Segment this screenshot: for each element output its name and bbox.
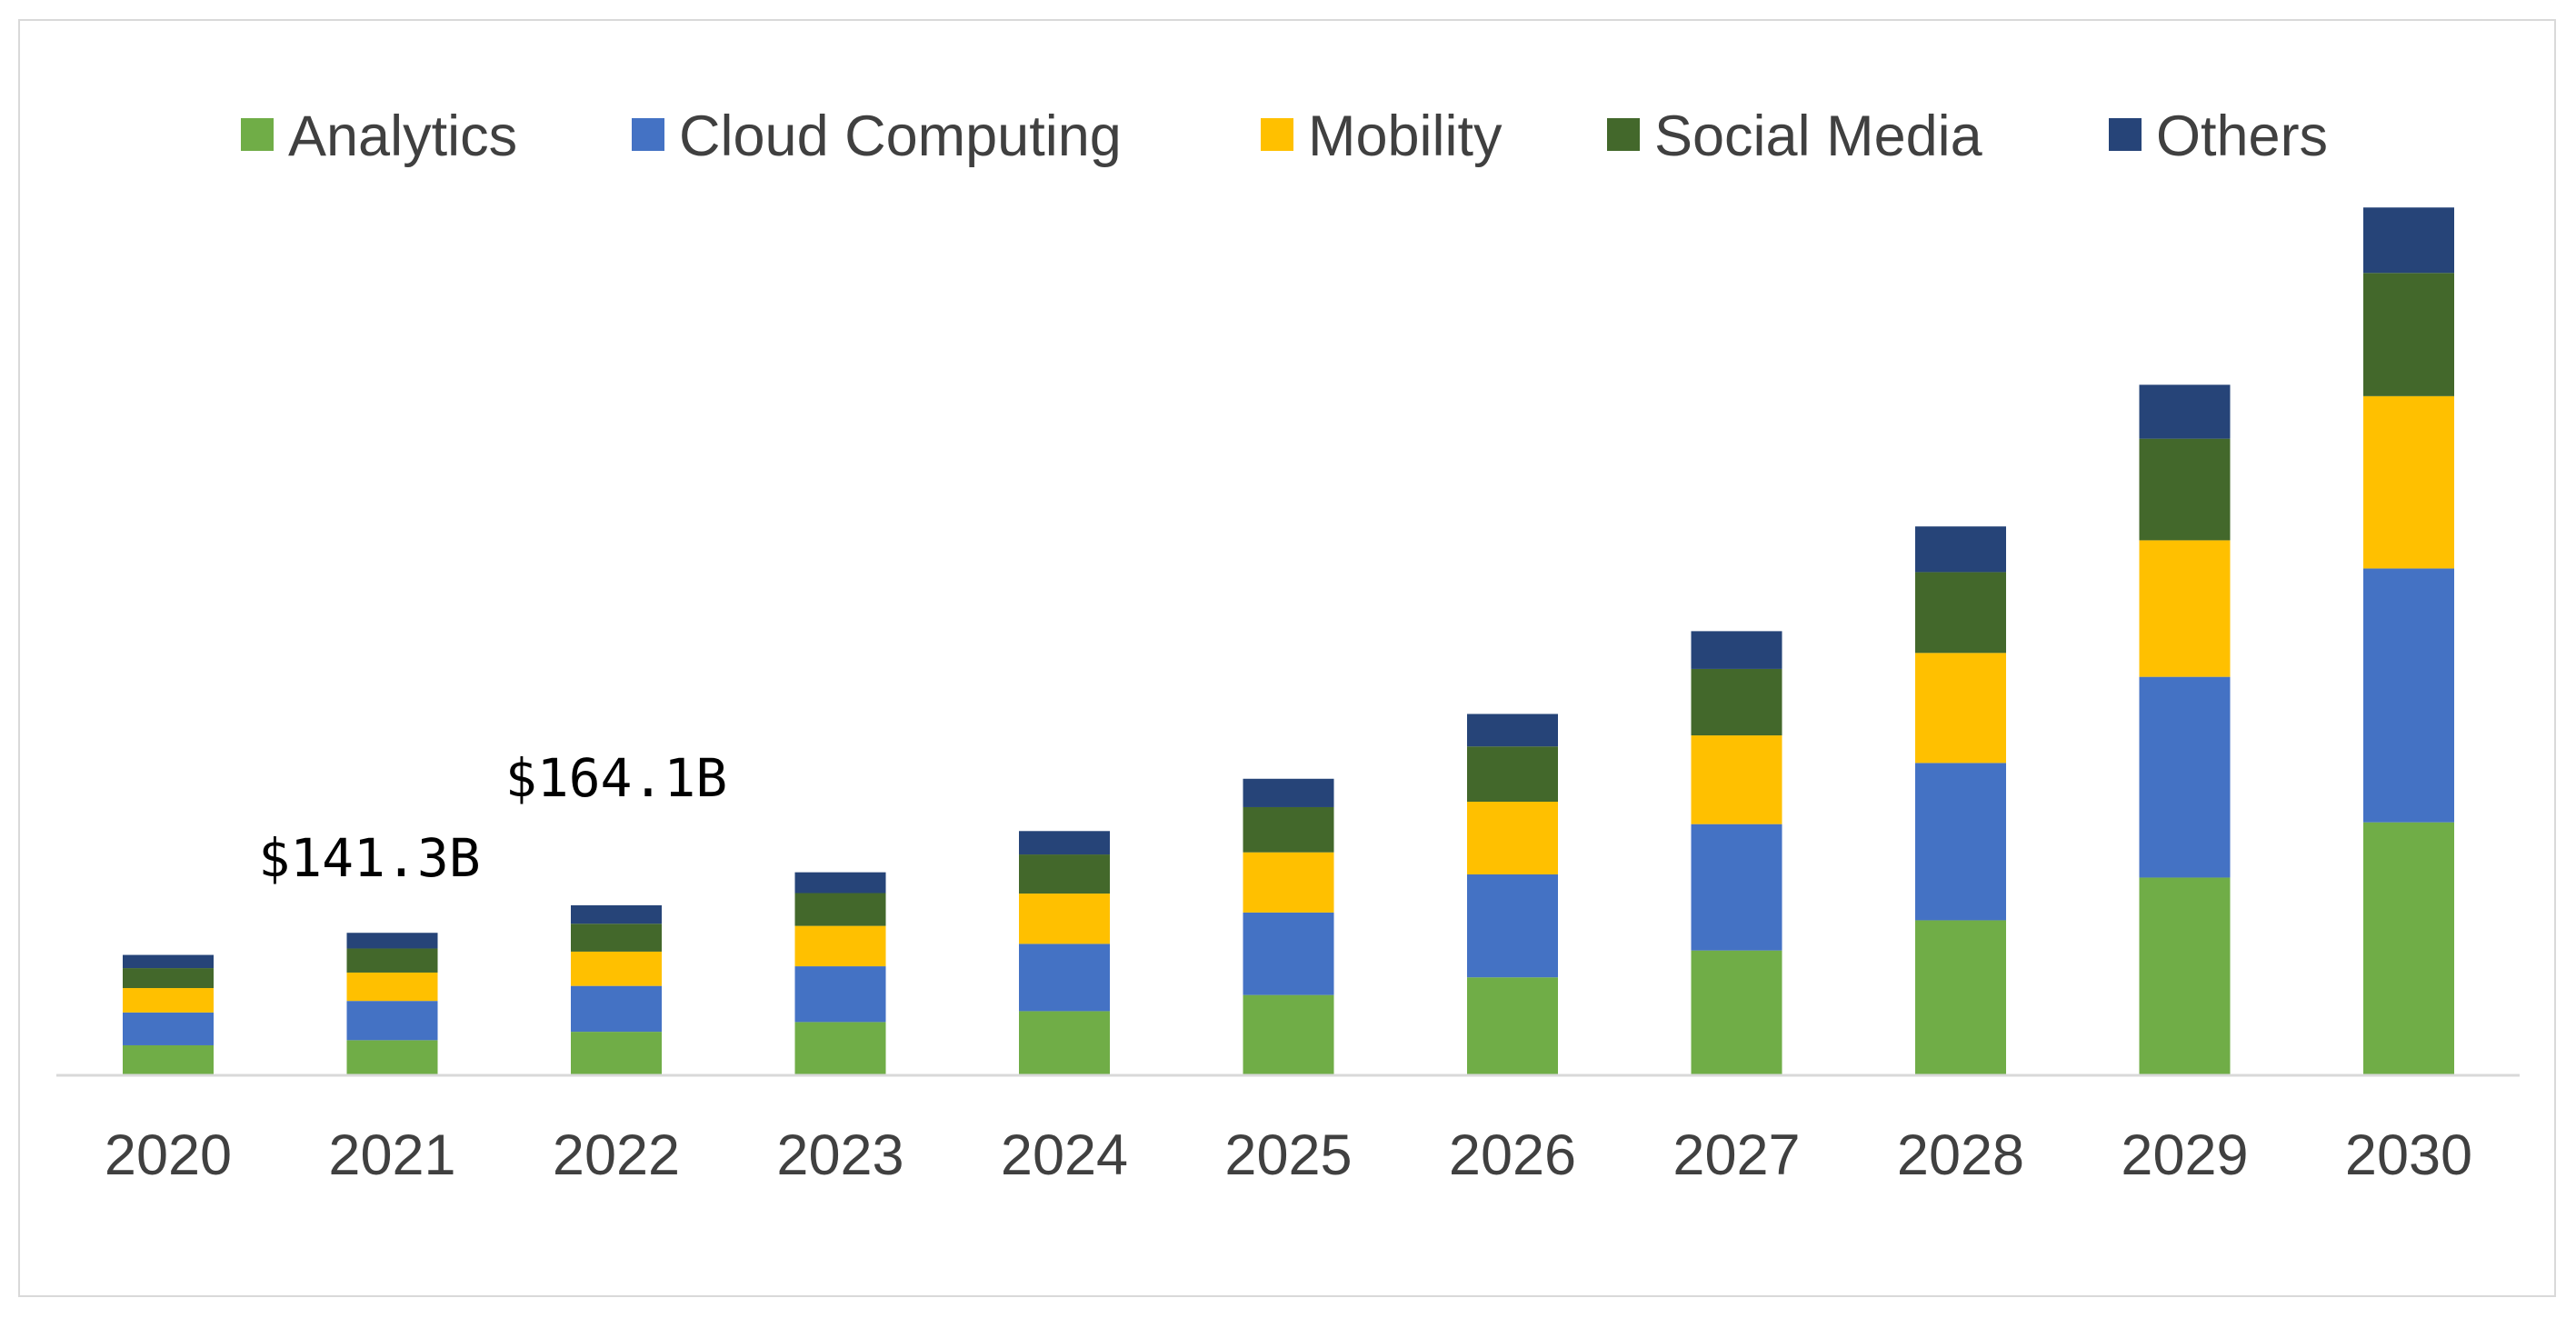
bar-2027-cloud-computing xyxy=(1691,824,1782,951)
bar-2023-cloud-computing xyxy=(794,966,886,1023)
bar-2026-others xyxy=(1467,714,1558,747)
bar-2026-cloud-computing xyxy=(1467,874,1558,978)
x-tick-label-2022: 2022 xyxy=(553,1123,680,1187)
bar-2026-mobility xyxy=(1467,801,1558,875)
x-tick-label-2027: 2027 xyxy=(1672,1123,1800,1187)
legend-item-social-media: Social Media xyxy=(1607,105,1983,168)
legend-swatch-cloud-computing xyxy=(632,118,664,151)
bar-2020-social-media xyxy=(123,968,214,989)
bar-2020-analytics xyxy=(123,1044,214,1075)
bar-2021-mobility xyxy=(346,972,438,1002)
bar-2029-social-media xyxy=(2139,438,2231,541)
bar-2028-social-media xyxy=(1915,572,2006,654)
bar-2021-cloud-computing xyxy=(346,1001,438,1041)
bar-2029-mobility xyxy=(2139,540,2231,677)
bar-2025-others xyxy=(1243,778,1334,807)
legend-item-others: Others xyxy=(2109,105,2328,168)
bar-2028-others xyxy=(1915,526,2006,573)
bar-2024-cloud-computing xyxy=(1019,944,1110,1012)
bar-2025-analytics xyxy=(1243,994,1334,1075)
legend-label-analytics: Analytics xyxy=(288,105,517,168)
x-tick-label-2023: 2023 xyxy=(776,1123,904,1187)
bar-2027-mobility xyxy=(1691,735,1782,824)
x-tick-label-2026: 2026 xyxy=(1449,1123,1576,1187)
bar-2028-mobility xyxy=(1915,653,2006,764)
legend-swatch-analytics xyxy=(241,118,274,151)
bar-2029-others xyxy=(2139,384,2231,439)
bar-2021-others xyxy=(346,933,438,949)
bar-2022-cloud-computing xyxy=(571,985,662,1033)
legend-label-cloud-computing: Cloud Computing xyxy=(679,105,1122,168)
bar-2027-social-media xyxy=(1691,668,1782,736)
x-tick-labels: 2020 2021 2022 2023 2024 2025 2026 2027 2028 2029… xyxy=(105,1123,2472,1187)
bar-2021-social-media xyxy=(346,948,438,973)
x-tick-label-2025: 2025 xyxy=(1224,1123,1352,1187)
bar-2021-analytics xyxy=(346,1040,438,1075)
x-tick-label-2030: 2030 xyxy=(2345,1123,2472,1187)
bar-2020-mobility xyxy=(123,988,214,1013)
legend-swatch-others xyxy=(2109,118,2142,151)
bar-2022-social-media xyxy=(571,924,662,952)
legend-swatch-mobility xyxy=(1261,118,1293,151)
x-tick-label-2024: 2024 xyxy=(1001,1123,1128,1187)
bar-2023-mobility xyxy=(794,925,886,967)
bar-2024-mobility xyxy=(1019,894,1110,944)
bar-2025-cloud-computing xyxy=(1243,912,1334,995)
bar-2030-cloud-computing xyxy=(2363,568,2454,823)
bar-2024-social-media xyxy=(1019,854,1110,894)
bar-2022-others xyxy=(571,904,662,924)
bar-2030-social-media xyxy=(2363,273,2454,396)
bar-2026-analytics xyxy=(1467,977,1558,1075)
annotation-2022: $164.1B xyxy=(505,747,727,809)
legend-item-cloud-computing: Cloud Computing xyxy=(632,105,1122,168)
bar-2030-mobility xyxy=(2363,395,2454,569)
legend-label-social-media: Social Media xyxy=(1654,105,1983,168)
x-tick-label-2029: 2029 xyxy=(2121,1123,2248,1187)
legend-item-mobility: Mobility xyxy=(1261,105,1503,168)
x-tick-label-2021: 2021 xyxy=(328,1123,455,1187)
bar-2023-others xyxy=(794,872,886,894)
bar-2028-analytics xyxy=(1915,920,2006,1075)
bar-2024-others xyxy=(1019,831,1110,855)
x-tick-label-2020: 2020 xyxy=(105,1123,232,1187)
bar-2026-social-media xyxy=(1467,746,1558,802)
bar-2024-analytics xyxy=(1019,1011,1110,1075)
bar-2022-mobility xyxy=(571,951,662,986)
bar-2020-cloud-computing xyxy=(123,1012,214,1045)
bar-2025-mobility xyxy=(1243,852,1334,913)
bar-2027-analytics xyxy=(1691,950,1782,1075)
x-tick-label-2028: 2028 xyxy=(1897,1123,2024,1187)
legend-label-others: Others xyxy=(2156,105,2328,168)
annotations: $141.3B $164.1B xyxy=(258,747,727,889)
bar-2020-others xyxy=(123,954,214,969)
legend-item-analytics: Analytics xyxy=(241,105,517,168)
bar-2029-analytics xyxy=(2139,877,2231,1075)
bar-2023-social-media xyxy=(794,893,886,926)
bar-2027-others xyxy=(1691,631,1782,669)
chart-frame xyxy=(18,19,2556,1297)
bar-2028-cloud-computing xyxy=(1915,763,2006,921)
bar-2025-social-media xyxy=(1243,806,1334,853)
bar-2030-analytics xyxy=(2363,822,2454,1075)
bar-2022-analytics xyxy=(571,1032,662,1075)
legend-label-mobility: Mobility xyxy=(1308,105,1503,168)
annotation-2021: $141.3B xyxy=(258,827,480,889)
bar-2023-analytics xyxy=(794,1022,886,1075)
legend: Analytics Cloud Computing Mobility Social M… xyxy=(241,105,2328,168)
bar-2029-cloud-computing xyxy=(2139,676,2231,878)
legend-swatch-social-media xyxy=(1607,118,1640,151)
bar-2030-others xyxy=(2363,207,2454,274)
bars xyxy=(123,207,2454,1075)
